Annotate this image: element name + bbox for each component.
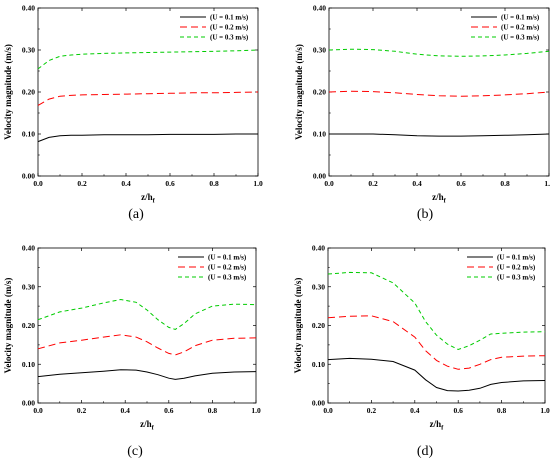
y-tick-label: 0.30: [312, 282, 325, 291]
y-tick-label: 0.10: [313, 130, 326, 139]
series-line-3: [327, 271, 546, 351]
y-tick-label: 0.00: [313, 172, 326, 181]
x-tick-label: 0.2: [77, 406, 87, 415]
series-line-2: [327, 315, 546, 370]
panel-label: (c): [127, 444, 143, 459]
legend-entry: (U = 0.1 m/s): [497, 254, 536, 262]
legend-entry: (U = 0.3 m/s): [497, 274, 536, 282]
y-tick-label: 0.40: [22, 4, 35, 13]
y-axis-label: Velocity magnitude (m/s): [3, 278, 13, 374]
y-tick-label: 0.40: [313, 4, 326, 13]
legend-entry: (U = 0.1 m/s): [208, 254, 247, 262]
y-tick-label: 0.30: [313, 46, 326, 55]
x-tick-label: 0.4: [410, 406, 420, 415]
legend-entry: (U = 0.1 m/s): [210, 14, 249, 22]
x-tick-label: 0.4: [121, 406, 131, 415]
series-line-3: [328, 48, 550, 57]
y-tick-label: 0.20: [22, 88, 35, 97]
x-tick-label: 0.8: [208, 406, 218, 415]
y-tick-label: 0.20: [312, 321, 325, 330]
chart-panel-1: 0.00 0.10 0.20 0.30 0.40 0.0 0.2 0.4 0.6 0.8 1.0 z/…: [3, 4, 263, 223]
legend-entry: (U = 0.2 m/s): [210, 24, 249, 32]
x-axis-label: z/hf: [140, 419, 155, 432]
y-tick-label: 0.00: [22, 172, 35, 181]
x-tick-label: 0.8: [209, 179, 219, 188]
series-line-1: [37, 133, 258, 143]
x-tick-label: 1.0: [253, 179, 263, 188]
x-axis-label: z/hf: [432, 192, 447, 205]
panel-label: (b): [417, 207, 434, 222]
x-tick-label: 0.6: [165, 179, 175, 188]
x-tick-label: 0.0: [324, 179, 334, 188]
panel-label: (d): [417, 444, 434, 459]
y-tick-label: 0.10: [312, 360, 325, 369]
x-axis-label: z/hf: [141, 192, 156, 205]
x-tick-label: 1.0: [251, 406, 261, 415]
chart-panel-3: 0.00 0.10 0.20 0.30 0.40 0.0 0.2 0.4 0.6 0.8 1.0 z/…: [3, 244, 261, 460]
series-line-1: [329, 133, 550, 137]
y-tick-label: 0.20: [22, 321, 35, 330]
x-tick-label: 0.6: [164, 406, 174, 415]
x-tick-label: 0.2: [368, 179, 378, 188]
y-axis-label: Velocity magnitude (m/s): [294, 44, 304, 140]
x-tick-label: 0.8: [500, 179, 510, 188]
x-tick-label: 0.0: [323, 406, 333, 415]
x-tick-label: 0.6: [456, 179, 466, 188]
y-axis-label: Velocity magnitude (m/s): [293, 278, 303, 374]
x-tick-label: 0.6: [454, 406, 464, 415]
series-line-2: [37, 334, 257, 356]
legend-entry: (U = 0.3 m/s): [208, 274, 247, 282]
y-tick-label: 0.10: [22, 130, 35, 139]
x-tick-label: 0.2: [77, 179, 87, 188]
chart-panel-2: 0.00 0.10 0.20 0.30 0.40 0.0 0.2 0.4 0.6 0.8 1.0 z/…: [294, 4, 550, 223]
x-tick-label: 0.0: [33, 179, 43, 188]
y-tick-label: 0.30: [22, 282, 35, 291]
x-tick-label: 0.4: [121, 179, 131, 188]
x-tick-label: 1.0: [544, 179, 550, 188]
series-line-1: [327, 357, 546, 392]
x-tick-label: 0.8: [497, 406, 507, 415]
series-line-2: [37, 91, 259, 106]
y-tick-label: 0.10: [22, 360, 35, 369]
chart-panel-4: 0.00 0.10 0.20 0.30 0.40 0.0 0.2 0.4 0.6 0.8 1.0 z/…: [293, 244, 550, 460]
x-axis-label: z/hf: [430, 419, 445, 432]
y-tick-label: 0.20: [313, 88, 326, 97]
x-tick-label: 0.4: [412, 179, 422, 188]
series-line-3: [37, 49, 259, 70]
y-tick-label: 0.00: [312, 399, 325, 408]
legend-entry: (U = 0.1 m/s): [501, 14, 540, 22]
legend-entry: (U = 0.3 m/s): [210, 34, 249, 42]
legend-entry: (U = 0.3 m/s): [501, 34, 540, 42]
y-tick-label: 0.40: [22, 244, 35, 253]
x-tick-label: 0.2: [367, 406, 377, 415]
series-line-3: [37, 298, 257, 330]
y-tick-label: 0.00: [22, 399, 35, 408]
legend-entry: (U = 0.2 m/s): [501, 24, 540, 32]
y-axis-label: Velocity magnitude (m/s): [3, 44, 13, 140]
y-tick-label: 0.30: [22, 46, 35, 55]
x-tick-label: 0.0: [33, 406, 43, 415]
y-tick-label: 0.40: [312, 244, 325, 253]
series-line-1: [37, 369, 257, 380]
panel-label: (a): [128, 207, 144, 222]
legend-entry: (U = 0.2 m/s): [208, 264, 247, 272]
x-tick-label: 1.0: [540, 406, 550, 415]
legend-entry: (U = 0.2 m/s): [497, 264, 536, 272]
series-line-2: [328, 90, 550, 97]
